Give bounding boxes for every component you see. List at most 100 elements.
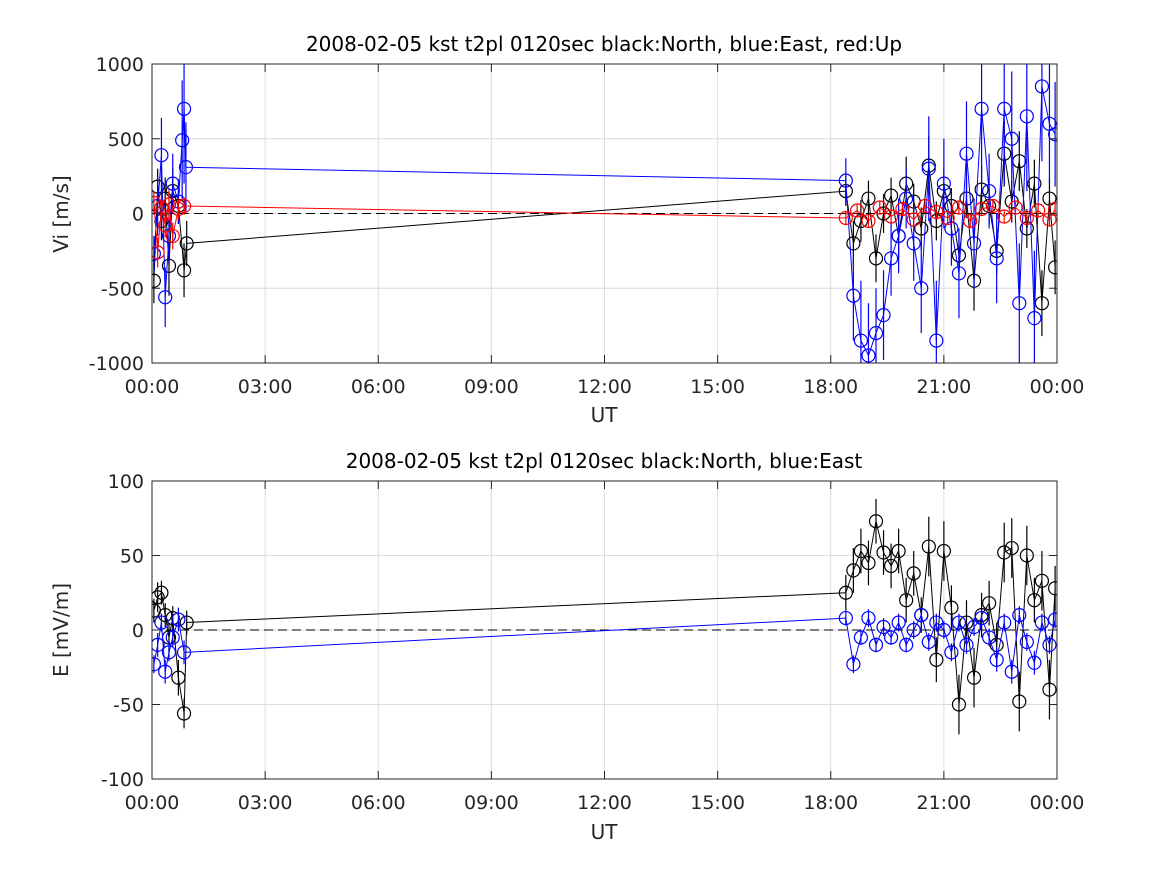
data-point <box>1048 612 1057 627</box>
data-point <box>861 610 876 626</box>
data-point <box>876 308 891 323</box>
data-point <box>171 612 186 627</box>
data-point <box>997 101 1012 116</box>
x-tick-label: 09:00 <box>464 792 519 814</box>
data-point <box>936 622 951 638</box>
x-tick-label: 06:00 <box>351 792 406 814</box>
data-point <box>929 615 944 630</box>
data-point <box>1027 655 1042 670</box>
data-point <box>985 198 1000 214</box>
data-point <box>1048 201 1057 217</box>
data-point <box>176 198 192 214</box>
y-tick-label: -1000 <box>89 353 144 375</box>
x-tick-label: 18:00 <box>803 792 858 814</box>
ticks: 00:00 03:00 06:00 09:00 12:00 15:00 18:00 21:00… <box>101 471 1085 814</box>
data-point <box>158 218 173 233</box>
data-point <box>914 607 929 623</box>
data-point <box>966 236 982 251</box>
data-point <box>176 263 192 278</box>
data-point <box>1004 540 1019 556</box>
data-point <box>152 657 161 672</box>
data-point <box>838 210 853 226</box>
data-point <box>891 543 906 559</box>
x-axis-label: UT <box>591 403 619 427</box>
series-layer <box>152 498 1057 735</box>
data-point <box>940 210 955 226</box>
data-point <box>158 607 173 623</box>
data-point <box>154 585 169 600</box>
data-point <box>154 615 169 630</box>
data-point <box>936 543 951 559</box>
y-tick-label: -50 <box>113 695 144 717</box>
data-point <box>917 198 933 214</box>
y-tick-label: -100 <box>101 769 144 791</box>
data-point <box>1012 694 1027 709</box>
data-point <box>152 637 165 652</box>
data-point <box>989 251 1004 266</box>
data-point <box>868 637 884 653</box>
data-point <box>974 201 989 217</box>
data-point <box>853 630 869 645</box>
data-point <box>989 652 1004 667</box>
data-point <box>1012 607 1027 623</box>
data-point <box>921 634 936 650</box>
data-point <box>1027 311 1042 326</box>
data-point <box>1019 548 1034 563</box>
x-tick-label: 12:00 <box>577 792 632 814</box>
data-point <box>899 637 914 653</box>
data-point <box>914 221 929 236</box>
chart-title: 2008-02-05 kst t2pl 0120sec black:North,… <box>306 32 902 56</box>
data-point <box>161 197 177 212</box>
x-tick-label: 12:00 <box>577 376 632 398</box>
data-point <box>868 326 884 341</box>
data-point <box>838 173 853 188</box>
data-point <box>906 212 921 227</box>
data-point <box>152 273 161 288</box>
data-point <box>861 213 876 229</box>
data-point <box>850 203 865 218</box>
data-point <box>876 619 891 635</box>
data-point <box>838 610 853 626</box>
ticks: 00:00 03:00 06:00 09:00 12:00 15:00 18:00 21:00… <box>89 54 1085 398</box>
data-point <box>161 645 177 660</box>
data-point <box>1034 296 1050 311</box>
data-point <box>1027 593 1042 608</box>
data-point <box>959 146 974 161</box>
data-point <box>883 558 899 574</box>
data-point <box>152 195 161 211</box>
series-east <box>152 64 1057 363</box>
data-point <box>1034 573 1050 588</box>
data-point <box>906 236 921 251</box>
data-point <box>997 545 1012 560</box>
data-point <box>883 630 899 645</box>
data-point <box>853 543 869 559</box>
data-point <box>1019 109 1034 124</box>
x-tick-label: 06:00 <box>351 376 406 398</box>
y-tick-label: 1000 <box>96 54 144 76</box>
data-point <box>1004 131 1019 146</box>
x-tick-label: 09:00 <box>464 376 519 398</box>
data-point <box>906 566 921 581</box>
data-point <box>861 555 876 571</box>
data-point <box>176 645 192 660</box>
chart-title: 2008-02-05 kst t2pl 0120sec black:North,… <box>346 449 863 473</box>
x-tick-label: 03:00 <box>238 792 293 814</box>
data-point <box>179 615 194 630</box>
data-point <box>1019 634 1034 650</box>
data-point <box>165 228 180 244</box>
data-point <box>154 148 169 163</box>
data-point <box>868 514 884 529</box>
data-point <box>959 615 974 630</box>
data-point <box>982 630 997 645</box>
data-point <box>974 610 989 626</box>
x-tick-label: 00:00 <box>125 376 180 398</box>
data-point <box>921 539 936 554</box>
panel-electric-field: 2008-02-05 kst t2pl 0120sec black:North,… <box>49 449 1084 844</box>
data-point <box>951 615 967 630</box>
data-point <box>899 191 914 206</box>
data-point <box>944 645 959 660</box>
panel-velocity: 2008-02-05 kst t2pl 0120sec black:North,… <box>49 32 1084 427</box>
data-point <box>161 228 177 244</box>
data-point <box>883 251 899 266</box>
data-point <box>936 176 951 191</box>
